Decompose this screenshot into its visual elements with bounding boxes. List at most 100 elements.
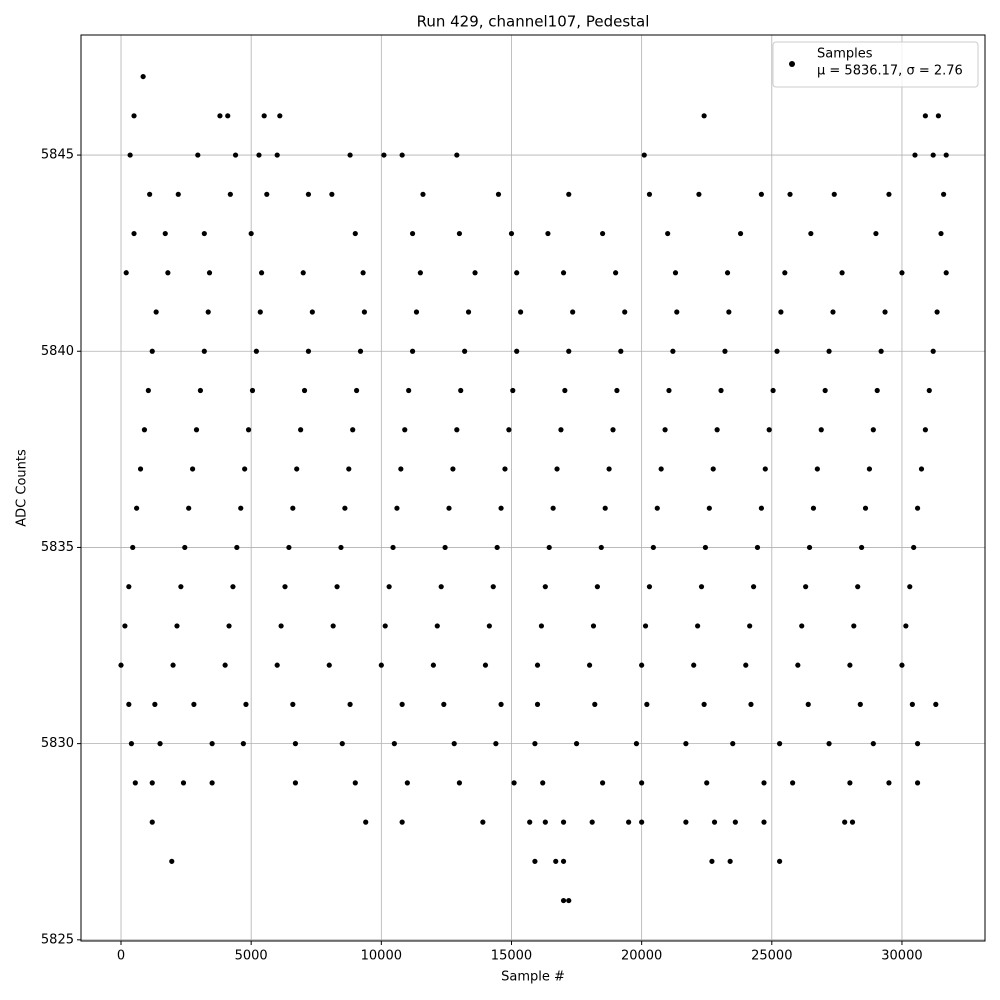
y-tick-label: 5845 xyxy=(41,148,74,163)
data-point xyxy=(639,819,645,825)
data-point xyxy=(709,858,715,864)
data-point xyxy=(714,427,720,433)
data-point xyxy=(149,780,155,786)
data-point xyxy=(598,544,604,551)
data-point xyxy=(542,819,548,825)
data-point xyxy=(353,387,360,394)
data-point xyxy=(732,819,738,825)
data-point xyxy=(774,348,780,354)
data-point xyxy=(382,623,388,629)
y-tick-label: 5825 xyxy=(41,932,74,947)
data-point xyxy=(943,270,949,276)
data-point xyxy=(126,584,132,590)
data-point xyxy=(338,544,344,551)
data-point xyxy=(347,152,353,158)
data-point xyxy=(342,505,348,511)
data-point xyxy=(118,662,124,668)
data-point xyxy=(546,544,552,551)
data-point xyxy=(201,348,207,354)
data-point xyxy=(550,505,556,511)
data-point xyxy=(409,348,416,354)
data-point xyxy=(770,387,776,394)
data-point xyxy=(253,348,259,354)
data-point xyxy=(409,230,416,237)
data-point xyxy=(882,309,888,315)
data-point xyxy=(849,819,856,825)
data-point xyxy=(300,270,306,276)
data-point xyxy=(826,348,832,354)
data-point xyxy=(178,584,184,590)
legend-marker xyxy=(789,61,795,67)
data-point xyxy=(855,584,861,590)
data-point xyxy=(122,623,128,629)
data-point xyxy=(165,270,171,276)
data-point xyxy=(532,741,538,747)
data-point xyxy=(232,152,239,158)
axes-frame xyxy=(80,34,986,942)
data-point xyxy=(899,662,905,668)
data-point xyxy=(806,544,813,551)
data-point xyxy=(205,309,211,315)
data-point xyxy=(399,152,405,158)
data-point xyxy=(347,701,353,707)
data-point xyxy=(642,623,649,629)
data-point xyxy=(907,584,913,590)
data-point xyxy=(182,544,188,551)
data-point xyxy=(532,858,538,864)
data-point xyxy=(508,230,515,237)
data-point xyxy=(933,701,939,707)
data-point xyxy=(847,780,853,786)
data-point xyxy=(750,584,757,590)
y-axis-label: ADC Counts xyxy=(15,449,30,527)
data-point xyxy=(614,387,620,394)
data-point xyxy=(665,230,671,237)
data-point xyxy=(761,780,767,786)
x-tick-label: 10000 xyxy=(361,949,402,964)
data-point xyxy=(566,348,572,354)
data-point xyxy=(553,858,559,864)
data-point xyxy=(701,701,707,707)
data-point xyxy=(438,584,444,590)
data-point xyxy=(540,780,546,786)
data-point xyxy=(782,270,788,276)
data-point xyxy=(762,466,768,472)
data-point xyxy=(131,230,137,237)
data-point xyxy=(169,858,175,864)
data-point xyxy=(240,741,246,747)
data-point xyxy=(710,466,716,472)
data-point xyxy=(558,427,564,433)
data-point xyxy=(292,741,299,747)
data-point xyxy=(777,741,783,747)
data-point xyxy=(922,113,928,119)
data-point xyxy=(334,584,340,590)
data-point xyxy=(822,387,828,394)
data-point xyxy=(243,701,249,707)
data-point xyxy=(724,270,731,276)
data-point xyxy=(298,427,304,433)
data-point xyxy=(278,623,284,629)
data-point xyxy=(510,387,516,394)
data-point xyxy=(534,701,541,707)
data-point xyxy=(350,427,356,433)
legend-box xyxy=(772,41,979,88)
data-point xyxy=(534,662,541,668)
data-point xyxy=(170,662,176,668)
data-point xyxy=(141,427,148,433)
data-point xyxy=(209,741,215,747)
data-point xyxy=(506,427,512,433)
data-point xyxy=(294,466,300,472)
data-point xyxy=(134,505,140,511)
data-point xyxy=(257,309,263,315)
data-point xyxy=(456,230,463,237)
y-tick-label: 5835 xyxy=(41,540,74,555)
x-tick-label: 20000 xyxy=(621,949,662,964)
data-point xyxy=(847,662,853,668)
data-point xyxy=(301,387,308,394)
data-point xyxy=(899,270,905,276)
data-point xyxy=(360,270,366,276)
data-point xyxy=(456,780,463,786)
data-point xyxy=(808,230,814,237)
data-point xyxy=(222,662,228,668)
data-point xyxy=(495,191,502,197)
